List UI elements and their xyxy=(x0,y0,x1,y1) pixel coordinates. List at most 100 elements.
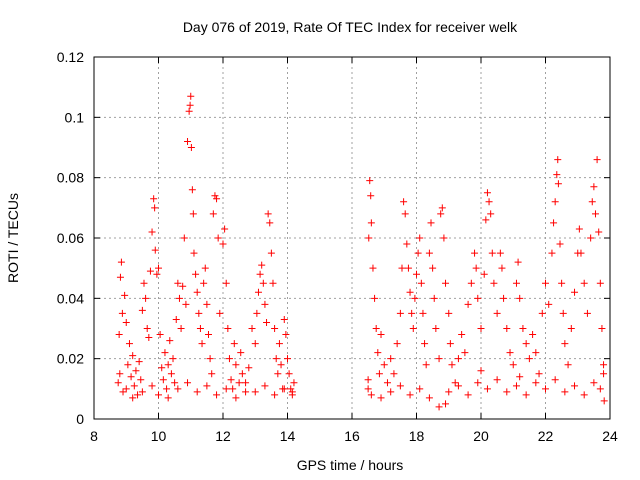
data-point xyxy=(509,361,517,369)
data-point xyxy=(498,264,506,272)
data-point xyxy=(454,382,462,390)
data-point xyxy=(408,309,416,317)
y-tick-label: 0.04 xyxy=(57,290,84,306)
data-point xyxy=(209,210,217,218)
data-point xyxy=(506,349,514,357)
data-point xyxy=(267,249,275,257)
data-point xyxy=(372,325,380,332)
data-point xyxy=(374,349,382,357)
data-point xyxy=(403,240,411,248)
x-tick-label: 10 xyxy=(151,428,167,444)
x-tick-label: 20 xyxy=(473,428,489,444)
data-point xyxy=(200,279,208,287)
data-point xyxy=(398,264,406,272)
data-point xyxy=(189,210,197,218)
data-point xyxy=(421,340,429,348)
data-point xyxy=(400,198,408,206)
data-point xyxy=(588,198,596,206)
data-point xyxy=(477,367,485,375)
data-point xyxy=(187,144,195,151)
data-point xyxy=(445,388,453,396)
data-point xyxy=(185,107,193,115)
data-point xyxy=(271,391,279,399)
data-point xyxy=(512,279,520,287)
data-point xyxy=(143,325,151,332)
data-point xyxy=(482,216,490,224)
data-point xyxy=(458,331,466,339)
data-point xyxy=(551,376,559,384)
data-point xyxy=(425,394,433,402)
data-point xyxy=(129,352,137,360)
data-point xyxy=(195,309,203,317)
data-point xyxy=(591,210,599,218)
data-point xyxy=(261,382,269,390)
data-point xyxy=(411,294,419,302)
data-point xyxy=(553,171,561,179)
data-point xyxy=(167,370,175,378)
data-point xyxy=(261,300,269,308)
data-point xyxy=(435,403,443,411)
data-point xyxy=(129,394,137,402)
data-point xyxy=(177,325,185,332)
data-point xyxy=(269,279,277,287)
data-point xyxy=(490,279,498,287)
data-point xyxy=(485,198,493,206)
data-point xyxy=(600,370,608,378)
data-point xyxy=(559,309,567,317)
data-point xyxy=(148,382,156,390)
data-point xyxy=(600,361,608,369)
data-point xyxy=(461,349,469,357)
data-point xyxy=(483,189,491,197)
x-axis-label: GPS time / hours xyxy=(297,457,404,473)
data-point xyxy=(187,92,195,100)
data-point xyxy=(542,279,549,287)
data-point xyxy=(118,309,126,317)
data-point xyxy=(567,325,575,332)
data-point xyxy=(375,370,383,378)
data-point xyxy=(179,282,187,290)
data-point xyxy=(114,379,122,387)
data-point xyxy=(503,388,511,396)
data-point xyxy=(503,325,511,332)
data-point xyxy=(222,279,230,287)
data-point xyxy=(580,391,588,399)
data-point xyxy=(427,219,435,227)
data-point xyxy=(150,195,158,203)
data-point xyxy=(474,294,482,302)
data-point xyxy=(429,264,437,272)
data-point xyxy=(598,325,606,332)
data-point xyxy=(155,391,162,399)
data-point xyxy=(287,385,295,393)
data-point xyxy=(188,186,196,194)
data-point xyxy=(280,385,288,393)
data-point xyxy=(583,309,591,317)
data-point xyxy=(442,400,450,408)
y-axis-label: ROTI / TECUs xyxy=(5,193,21,283)
data-point xyxy=(496,249,504,257)
data-point xyxy=(138,306,146,314)
data-point xyxy=(232,361,240,369)
data-point xyxy=(556,240,564,248)
data-point xyxy=(203,382,211,390)
data-point xyxy=(519,325,527,332)
data-point xyxy=(230,340,238,348)
data-point xyxy=(580,279,588,287)
data-point xyxy=(125,340,133,348)
data-point xyxy=(192,270,200,278)
data-point xyxy=(564,361,572,369)
data-point xyxy=(367,192,375,200)
x-tick-label: 24 xyxy=(602,428,618,444)
data-point xyxy=(227,376,235,384)
data-point xyxy=(367,391,375,399)
data-point xyxy=(451,379,459,387)
data-point xyxy=(596,279,604,287)
data-point xyxy=(117,258,125,266)
data-point xyxy=(142,294,150,302)
data-point xyxy=(146,267,154,275)
data-point xyxy=(587,234,595,242)
data-point xyxy=(483,385,491,393)
data-point xyxy=(163,385,171,393)
data-point xyxy=(151,246,159,254)
data-point xyxy=(550,219,558,227)
data-point xyxy=(204,331,212,339)
